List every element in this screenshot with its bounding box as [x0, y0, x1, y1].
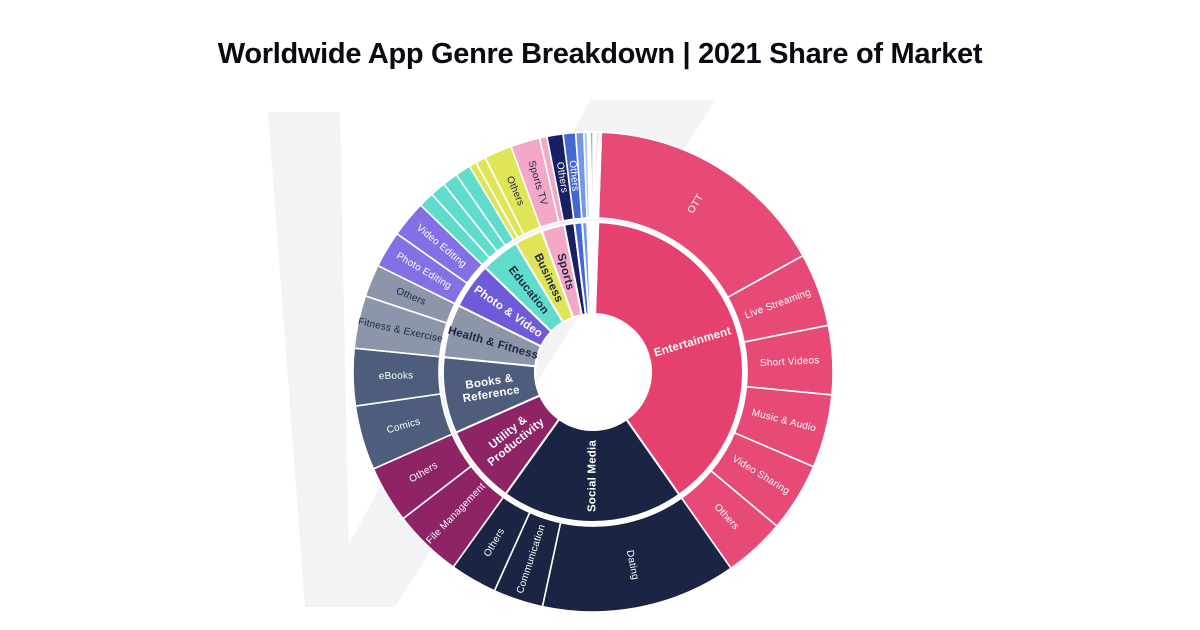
segment-cat-20-sub-0: [596, 131, 603, 219]
label-social-media: Social Media: [586, 440, 598, 513]
label-others: Others: [567, 160, 581, 192]
page-title: Worldwide App Genre Breakdown | 2021 Sha…: [217, 38, 983, 70]
label-short-videos: Short Videos: [760, 355, 820, 369]
label-ebooks: eBooks: [379, 370, 414, 382]
watermark-shape: [268, 112, 350, 607]
segment-social-media: [504, 418, 681, 523]
segment-cat-20: [593, 221, 600, 316]
label-others: Others: [554, 161, 570, 194]
